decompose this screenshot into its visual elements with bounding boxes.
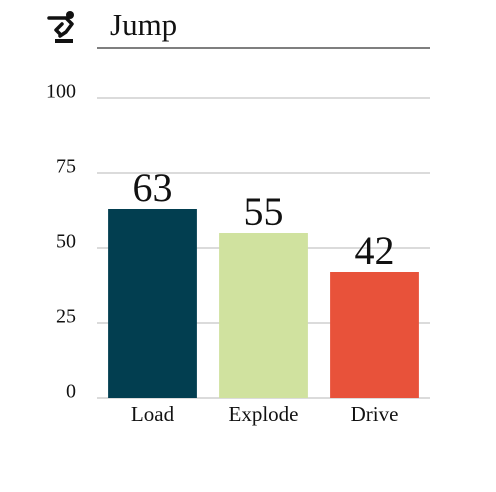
x-tick-label: Drive	[351, 402, 399, 426]
x-tick-label: Explode	[229, 402, 299, 426]
value-label: 55	[244, 189, 284, 234]
bar	[330, 272, 419, 398]
y-tick-label: 100	[46, 81, 76, 103]
y-tick-label: 75	[56, 156, 76, 178]
value-label: 63	[133, 165, 173, 210]
value-label: 42	[355, 228, 395, 273]
bar	[219, 233, 308, 398]
chart-title: Jump	[110, 7, 177, 42]
y-tick-label: 0	[66, 381, 76, 403]
y-tick-label: 50	[56, 231, 76, 253]
x-tick-label: Load	[131, 402, 175, 426]
y-tick-label: 25	[56, 306, 76, 328]
bar	[108, 209, 197, 398]
jump-icon	[47, 11, 74, 43]
